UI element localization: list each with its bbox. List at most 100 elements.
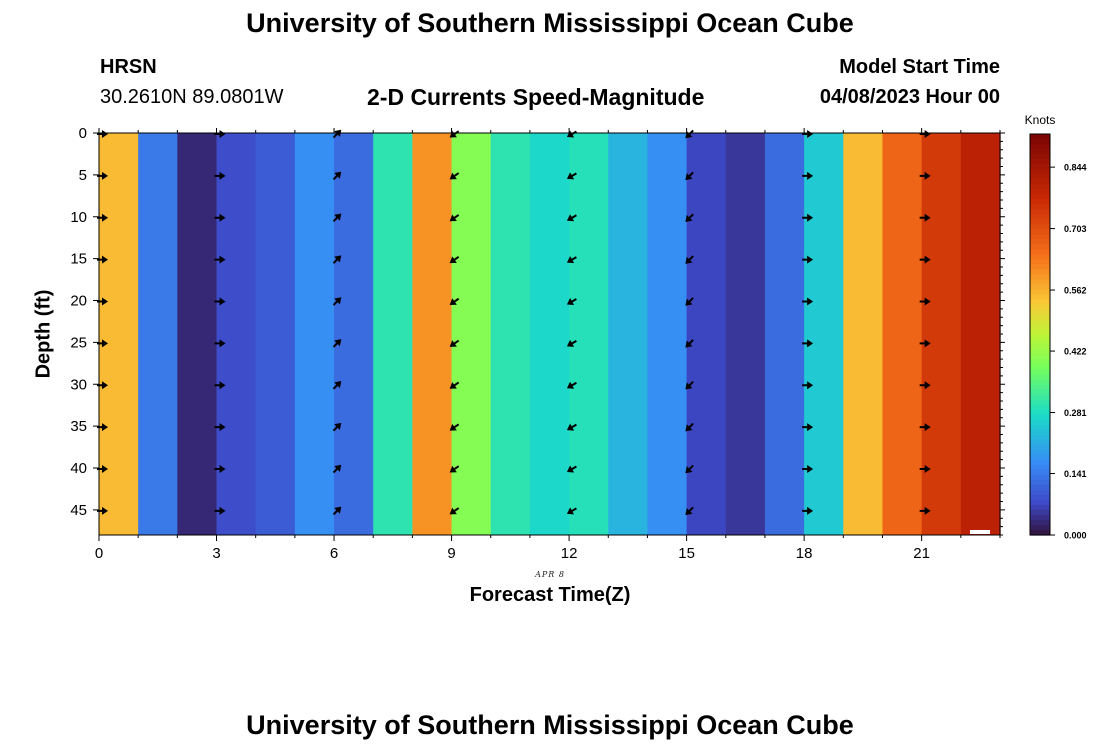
current-arrow-head: [924, 339, 931, 348]
current-arrow-head: [924, 213, 931, 222]
colorbar-segment: [1030, 389, 1050, 396]
current-arrow: [685, 339, 694, 348]
current-arrow-head: [334, 339, 342, 347]
colorbar-tick-label: 0.281: [1064, 408, 1087, 418]
colorbar-segment: [1030, 144, 1050, 150]
current-arrow: [566, 381, 577, 389]
y-tick-label: 30: [70, 376, 87, 393]
current-arrow: [97, 171, 108, 180]
current-arrow-head: [102, 339, 108, 348]
current-arrow: [566, 465, 577, 473]
current-arrow-head: [566, 423, 575, 431]
current-arrow: [332, 213, 342, 222]
station-name: HRSN: [100, 56, 157, 78]
current-arrow: [449, 297, 460, 305]
current-arrow: [214, 171, 226, 180]
current-arrow: [919, 506, 931, 515]
current-arrow-head: [807, 423, 814, 432]
x-tick-label: 0: [95, 545, 103, 562]
colorbar-tick-label: 0.422: [1064, 347, 1087, 357]
colorbar-segment: [1030, 519, 1050, 526]
heatmap-cell: [608, 133, 649, 535]
current-arrow-head: [334, 213, 342, 221]
colorbar-segment: [1030, 379, 1050, 386]
current-arrow: [97, 130, 108, 138]
colorbar-segment: [1030, 434, 1050, 441]
current-arrow: [449, 423, 460, 431]
colorbar-segment: [1030, 524, 1050, 531]
colorbar-segment: [1030, 494, 1050, 501]
colorbar-tick-label: 0.000: [1064, 531, 1087, 541]
current-arrow-head: [102, 255, 108, 264]
current-arrow-head: [219, 130, 226, 138]
colorbar-segment: [1030, 279, 1050, 285]
colorbar-segment: [1030, 199, 1050, 205]
current-arrow: [449, 214, 460, 222]
current-arrow: [919, 465, 931, 473]
current-arrow-head: [685, 173, 693, 181]
heatmap-cell: [177, 133, 218, 535]
current-arrow-head: [924, 297, 931, 306]
current-arrow: [449, 255, 460, 264]
date-label: APR 8: [535, 570, 565, 579]
heatmap-cell: [294, 133, 335, 535]
current-arrow: [919, 171, 931, 180]
colorbar-segment: [1030, 449, 1050, 456]
current-arrow-head: [566, 465, 575, 473]
current-arrow: [802, 381, 814, 390]
model-start-label: Model Start Time: [839, 56, 1000, 78]
colorbar-segment: [1030, 174, 1050, 180]
current-arrow: [919, 339, 931, 348]
colorbar-segment: [1030, 409, 1050, 416]
current-arrow-head: [685, 256, 693, 264]
colorbar-segment: [1030, 224, 1050, 230]
current-arrow-head: [807, 255, 814, 264]
current-arrow-head: [102, 297, 108, 306]
colorbar-tick-label: 0.562: [1064, 286, 1087, 296]
heatmap-cell: [451, 133, 492, 535]
colorbar-segment: [1030, 209, 1050, 215]
heatmap-cell: [569, 133, 609, 535]
colorbar-segment: [1030, 149, 1050, 155]
current-arrow: [685, 297, 694, 306]
current-arrow-head: [102, 381, 108, 390]
heatmap-cell: [882, 133, 923, 535]
current-arrow: [919, 130, 931, 138]
y-tick-label: 10: [70, 209, 87, 226]
colorbar-segment: [1030, 329, 1050, 336]
current-arrow: [332, 422, 342, 432]
y-axis-ticks: 0 5 10 15 20 25 30 35 40 45: [70, 125, 1005, 536]
current-arrow-head: [102, 130, 108, 138]
colorbar-segment: [1030, 354, 1050, 361]
current-arrow-head: [685, 382, 693, 390]
current-arrow: [214, 381, 226, 390]
current-arrow-head: [566, 130, 575, 138]
current-arrow: [802, 423, 814, 432]
current-arrow-head: [102, 171, 108, 180]
current-arrow-head: [807, 465, 814, 473]
colorbar-segment: [1030, 309, 1050, 316]
colorbar-segment: [1030, 264, 1050, 270]
current-arrow: [566, 172, 577, 180]
current-arrow-head: [449, 214, 457, 222]
current-arrow: [685, 255, 694, 264]
colorbar: 0.844 0.703 0.562 0.422 0.281 0.141 0.000 Knots: [1025, 113, 1087, 541]
current-arrow: [685, 422, 694, 432]
current-arrow: [802, 213, 814, 222]
current-arrow-head: [924, 130, 931, 138]
x-tick-label: 15: [678, 545, 695, 562]
y-tick-label: 20: [70, 293, 87, 310]
colorbar-segment: [1030, 134, 1050, 140]
current-arrow: [685, 506, 694, 516]
current-arrow-head: [219, 213, 226, 222]
current-arrow: [802, 130, 814, 138]
colorbar-segment: [1030, 274, 1050, 280]
colorbar-segment: [1030, 509, 1050, 516]
current-arrow: [214, 339, 226, 348]
current-arrow-head: [685, 508, 693, 516]
current-arrow-head: [924, 381, 931, 390]
chart-subtitle: 2-D Currents Speed-Magnitude: [367, 84, 705, 110]
colorbar-segment: [1030, 404, 1050, 411]
colorbar-segment: [1030, 314, 1050, 321]
